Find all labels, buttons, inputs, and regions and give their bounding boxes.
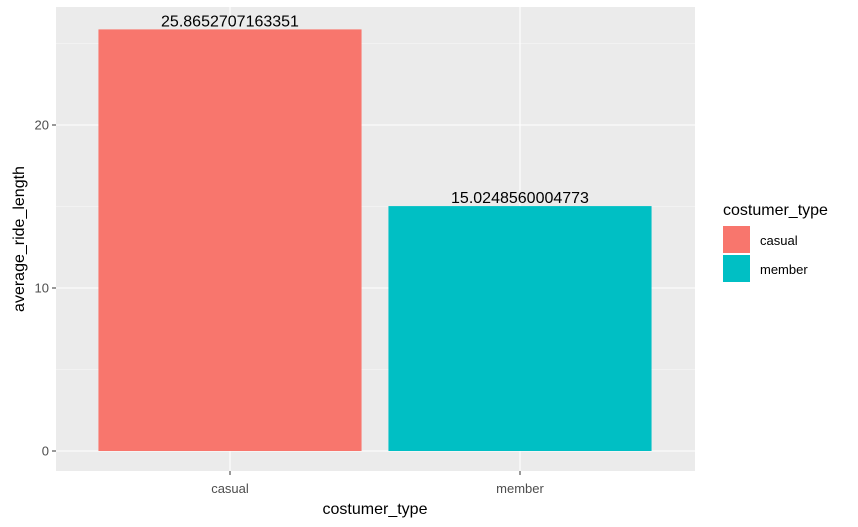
legend-title: costumer_type bbox=[723, 202, 828, 219]
data-label-member: 15.0248560004773 bbox=[451, 190, 589, 207]
x-axis-title: costumer_type bbox=[323, 501, 428, 518]
bars bbox=[98, 29, 652, 451]
x-tick-label: member bbox=[496, 481, 544, 496]
y-tick-label: 0 bbox=[42, 444, 49, 459]
legend-label-member: member bbox=[760, 262, 808, 277]
data-labels: 25.8652707163351 15.0248560004773 bbox=[161, 13, 589, 207]
bar-member bbox=[388, 206, 652, 451]
x-axis: casual member bbox=[211, 471, 545, 496]
y-tick-label: 10 bbox=[35, 281, 49, 296]
legend-label-casual: casual bbox=[760, 233, 798, 248]
data-label-casual: 25.8652707163351 bbox=[161, 13, 299, 30]
x-tick-label: casual bbox=[211, 481, 249, 496]
y-tick-label: 20 bbox=[35, 118, 49, 133]
y-axis: 0 10 20 bbox=[35, 118, 56, 459]
legend: costumer_type casual member bbox=[723, 202, 828, 282]
bar-casual bbox=[98, 29, 362, 451]
legend-key-casual bbox=[723, 226, 750, 253]
legend-key-member bbox=[723, 255, 750, 282]
y-axis-title: average_ride_length bbox=[11, 166, 28, 312]
